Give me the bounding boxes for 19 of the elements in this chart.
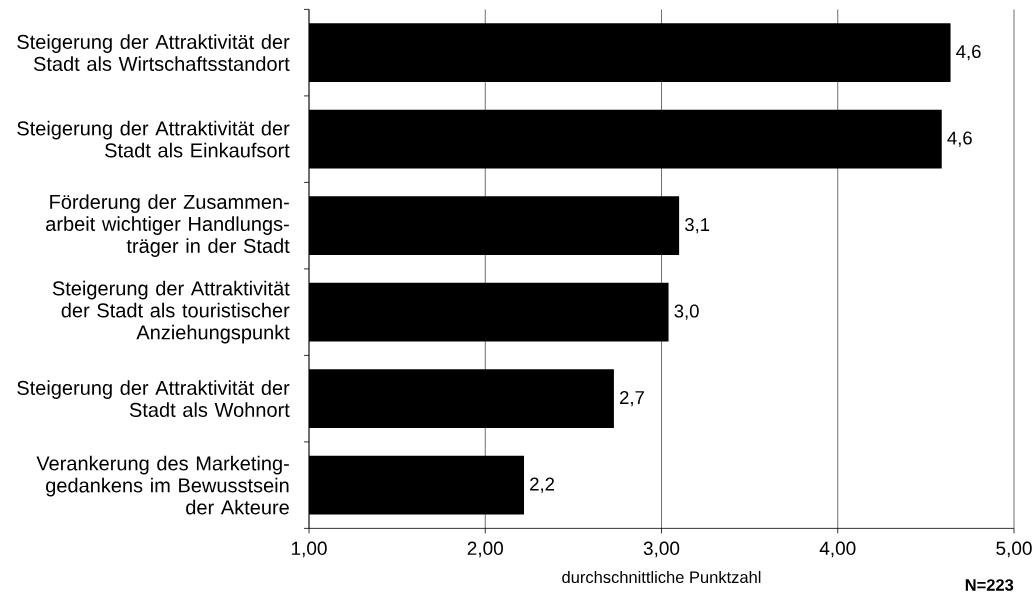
data-label: 2,7 (620, 391, 644, 407)
x-tick-label: 5,00 (996, 541, 1032, 558)
text: N=223 (965, 579, 1014, 591)
data-label: 4,6 (956, 45, 981, 61)
y-tick-label: Verankerung des Marketing- gedankens im Bewusstsein der Akteure (36, 455, 289, 515)
y-tick-label: Steigerung der Attraktivität der Stadt als touristischer Anziehungspunkt (52, 280, 290, 344)
x-tick-label: 4,00 (819, 541, 856, 558)
data-label: 3,1 (685, 218, 710, 234)
data-label: 4,6 (947, 131, 972, 147)
x-axis-title: durchschnittliche Punktzahl (562, 570, 761, 584)
data-label: 3,0 (674, 304, 699, 320)
data-label: 2,2 (530, 477, 555, 493)
x-tick-label: 1,00 (291, 541, 327, 558)
x-tick-label: 2,00 (467, 541, 503, 558)
y-tick-label: Steigerung der Attraktivität der Stadt als Wirtschaftsstandort (17, 34, 290, 71)
y-tick-label: Steigerung der Attraktivität der Stadt als Einkaufsort (17, 120, 290, 158)
y-tick-label: Steigerung der Attraktivität der Stadt als Wohnort (17, 380, 290, 417)
y-tick-label: Förderung der Zusammen- arbeit wichtiger Handlungs- träger in der Stadt (46, 194, 290, 257)
x-tick-label: 3,00 (643, 541, 680, 558)
